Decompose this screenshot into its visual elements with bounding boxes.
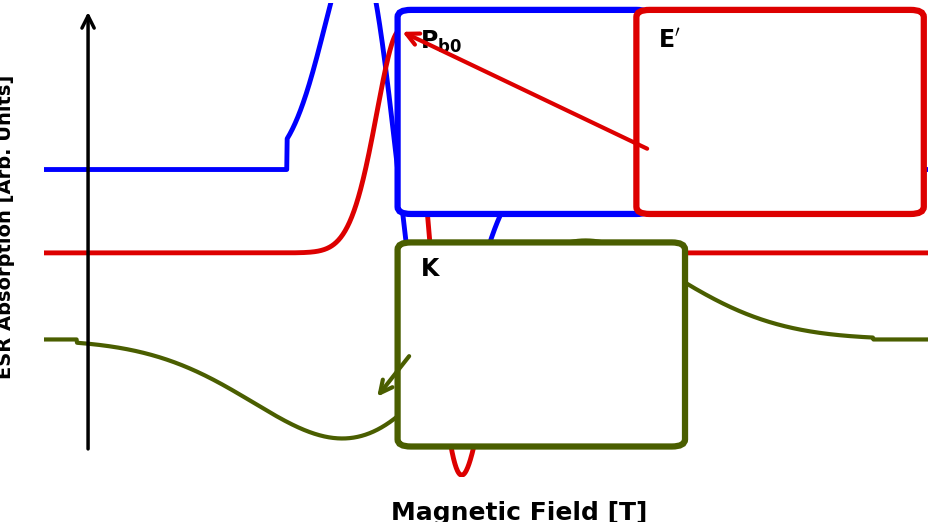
FancyBboxPatch shape: [398, 242, 685, 446]
Text: $\mathbf{E'}$: $\mathbf{E'}$: [658, 29, 681, 53]
Text: $\mathbf{K}$: $\mathbf{K}$: [420, 257, 440, 281]
FancyBboxPatch shape: [637, 10, 924, 214]
Text: Magnetic Field [T]: Magnetic Field [T]: [391, 501, 647, 522]
Text: $\mathbf{P_{b0}}$: $\mathbf{P_{b0}}$: [420, 29, 462, 55]
Text: ESR Absorption [Arb. Units]: ESR Absorption [Arb. Units]: [0, 75, 15, 379]
FancyBboxPatch shape: [398, 10, 650, 214]
